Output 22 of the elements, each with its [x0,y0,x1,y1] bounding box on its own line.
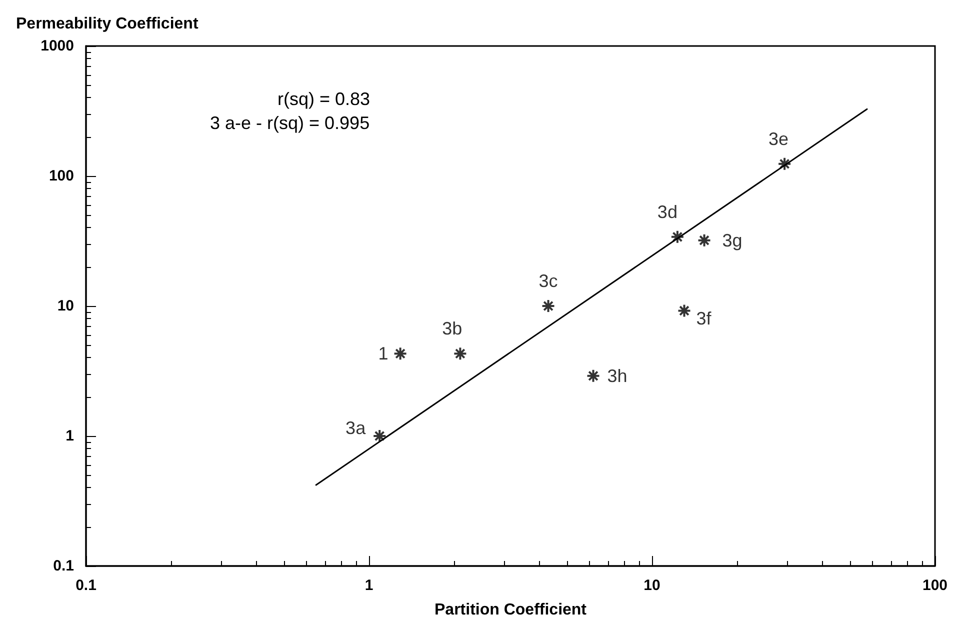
x-axis-title: Partition Coefficient [434,602,588,618]
annotation: 3h [607,366,628,386]
x-tick-label: 10 [644,577,660,594]
y-tick-label: 0.1 [53,558,74,574]
y-tick-label: 1000 [40,38,74,54]
annotation: 3b [442,318,462,339]
annotation: 3 a-e - r(sq) = 0.995 [210,113,370,133]
annotation: 1 [378,344,388,364]
y-tick-label: 100 [48,168,74,184]
annotation: 3g [722,230,742,250]
y-axis-title: Permeability Coefficient [16,16,199,32]
annotation: 3a [346,418,367,438]
y-tick-label: 10 [57,298,74,314]
annotation: r(sq) = 0.83 [278,89,370,109]
x-tick-label: 0.1 [76,577,96,594]
y-tick-label: 1 [66,428,74,444]
x-tick-label: 100 [922,577,948,594]
annotation: 3c [538,271,558,291]
annotation: 3e [768,128,789,149]
annotation: 3d [657,202,678,222]
x-tick-label: 1 [364,577,374,594]
annotation: 3f [696,308,712,329]
